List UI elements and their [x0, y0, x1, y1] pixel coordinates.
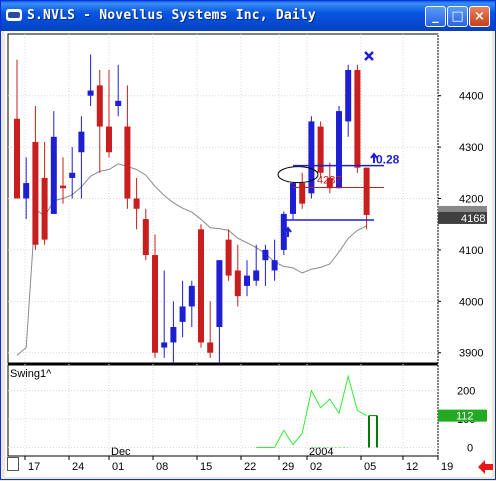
candle-body	[234, 270, 241, 297]
x-tick-label: 22	[244, 461, 256, 473]
swing-panel-title: Swing1^	[10, 368, 52, 380]
x-tick-label: 15	[200, 461, 212, 473]
candle-body	[106, 126, 112, 153]
candle-body	[280, 213, 287, 250]
candle-body	[152, 255, 158, 353]
x-tick-label: 12	[406, 461, 418, 473]
candle-body	[244, 275, 250, 286]
candle-body	[142, 219, 149, 256]
candle-body	[198, 229, 204, 343]
candle-body	[115, 100, 122, 106]
blue-up-arrow-icon	[370, 152, 378, 163]
maximize-button[interactable]: □	[447, 6, 468, 27]
x-tick-label: 05	[364, 461, 376, 473]
candle-body	[225, 239, 232, 276]
scroll-box-button[interactable]	[7, 457, 19, 471]
swing-plot-frame	[7, 364, 439, 457]
candle-body	[50, 136, 57, 214]
candle-body	[207, 342, 214, 353]
swing-line	[274, 374, 367, 448]
candle-body	[170, 327, 177, 343]
candle-body	[253, 270, 260, 281]
candle-body	[124, 126, 131, 199]
candle-body	[345, 69, 352, 122]
candle-body	[216, 260, 223, 328]
swing-value-tag	[438, 409, 487, 422]
y-tick-label: 4200	[459, 194, 483, 206]
swing-low-label: 4237	[317, 174, 341, 186]
swing-tick-label: 0	[467, 442, 473, 454]
red-arrow-icon[interactable]	[478, 460, 493, 474]
x-tick-label: 17	[28, 461, 40, 473]
x-tick-label: 02	[310, 461, 322, 473]
window-title: S.NVLS - Novellus Systems Inc, Daily	[27, 8, 316, 23]
chart-app-icon[interactable]	[6, 9, 22, 21]
candle-body	[262, 249, 269, 261]
title-bar[interactable]: S.NVLS - Novellus Systems Inc, Daily _ □…	[1, 1, 495, 31]
candle-body	[14, 118, 20, 199]
candle-body	[133, 198, 140, 209]
candle-body	[161, 342, 168, 348]
minimize-button[interactable]: _	[425, 6, 446, 27]
year-label: 2004	[309, 446, 333, 458]
candle-body	[188, 285, 195, 307]
x-tick-label: 01	[112, 461, 124, 473]
blue-up-arrow-icon	[284, 226, 292, 237]
candle-body	[87, 90, 94, 96]
swing-circle	[277, 166, 319, 184]
y-tick-label: 4000	[459, 296, 483, 308]
candle-body	[23, 183, 30, 199]
last-price-tag	[438, 211, 487, 224]
candle-body	[69, 172, 76, 178]
swing-value-label: 112	[456, 411, 474, 423]
price-tag-bg	[438, 205, 487, 213]
blue-x-icon	[364, 51, 374, 61]
candle-body	[326, 177, 333, 189]
candle-body	[317, 126, 324, 173]
candle-body	[60, 185, 66, 189]
candle-body	[290, 183, 296, 214]
candle-body	[354, 69, 361, 168]
y-tick-label: 3900	[459, 348, 483, 360]
candle-body	[336, 111, 342, 189]
y-tick-label: 4100	[459, 245, 483, 257]
close-button[interactable]: ×	[469, 6, 490, 27]
swing-tick-label: 200	[457, 386, 475, 398]
last-price-label: 4168	[461, 213, 485, 225]
candle-body	[271, 260, 278, 271]
candle-body	[363, 167, 370, 215]
swing-move-label: 0.28	[376, 153, 400, 167]
x-tick-label: 29	[282, 461, 294, 473]
candle-body	[32, 141, 39, 245]
candle-body	[96, 85, 103, 127]
candle-body	[78, 131, 85, 153]
candle-body	[179, 306, 186, 322]
candle-body	[41, 177, 48, 240]
candle-body	[308, 121, 315, 194]
candle-body	[299, 183, 306, 204]
x-tick-label: 24	[72, 461, 84, 473]
x-tick-label: 19	[441, 461, 453, 473]
moving-average-line	[16, 163, 367, 356]
month-label: Dec	[111, 446, 131, 458]
x-tick-label: 08	[156, 461, 168, 473]
y-tick-label: 4400	[459, 91, 483, 103]
y-tick-label: 4300	[459, 142, 483, 154]
